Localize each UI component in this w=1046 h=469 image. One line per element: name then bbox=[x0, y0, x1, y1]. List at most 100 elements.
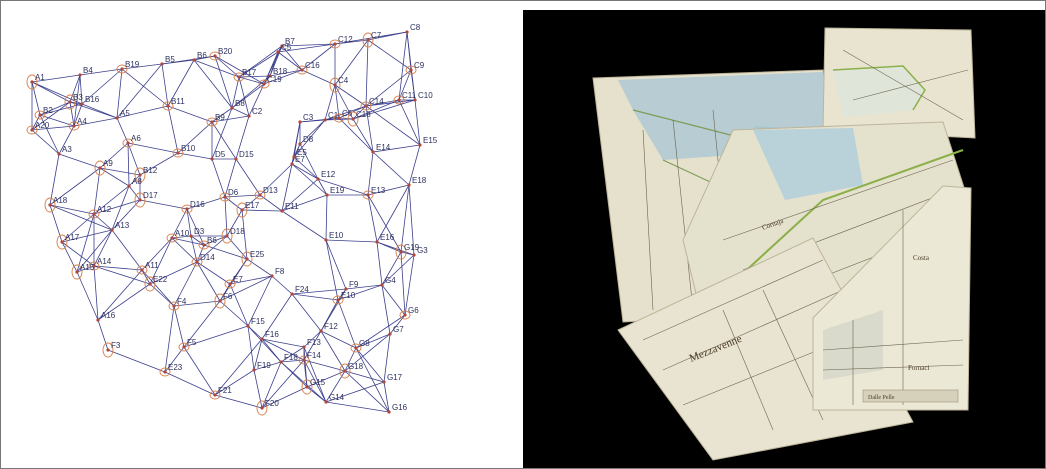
error-ellipse bbox=[362, 190, 374, 200]
network-edge bbox=[93, 265, 99, 321]
network-edge bbox=[398, 99, 421, 146]
point-label: G8 bbox=[359, 339, 370, 348]
point-label: B18 bbox=[273, 67, 288, 76]
point-marker bbox=[98, 166, 102, 170]
network-edge bbox=[398, 31, 408, 101]
control-point-a12: A12 bbox=[88, 205, 112, 219]
point-marker bbox=[280, 44, 284, 48]
point-label: A14 bbox=[97, 257, 112, 266]
network-edge bbox=[61, 241, 78, 273]
network-edge bbox=[253, 361, 282, 371]
point-marker bbox=[397, 98, 401, 102]
network-edge bbox=[261, 338, 305, 361]
point-marker bbox=[247, 114, 251, 118]
point-marker bbox=[48, 203, 52, 207]
network-edge bbox=[334, 84, 340, 119]
network-edge bbox=[116, 68, 123, 119]
control-point-b6: B6 bbox=[198, 236, 217, 250]
network-edge bbox=[127, 142, 141, 176]
point-label: B3 bbox=[73, 93, 83, 102]
point-label: B17 bbox=[242, 68, 257, 77]
network-edge bbox=[246, 258, 273, 277]
control-point-e19: E19 bbox=[325, 186, 345, 197]
point-label: A15 bbox=[80, 263, 95, 272]
point-label: B6 bbox=[197, 51, 207, 60]
network-edge bbox=[219, 275, 273, 302]
network-edge bbox=[248, 83, 265, 117]
network-edge bbox=[58, 125, 75, 155]
network-edge bbox=[398, 69, 412, 101]
point-label: B7 bbox=[285, 37, 295, 46]
network-edge bbox=[372, 144, 421, 153]
network-edge bbox=[31, 129, 60, 155]
control-point-g7: G7 bbox=[388, 325, 404, 336]
network-edge bbox=[269, 69, 303, 77]
network-edge bbox=[211, 158, 226, 198]
point-marker bbox=[176, 151, 180, 155]
point-marker bbox=[60, 240, 64, 244]
point-label: A12 bbox=[97, 205, 112, 214]
network-edge bbox=[381, 254, 415, 286]
network-edge bbox=[238, 76, 250, 117]
control-point-g19: G19 bbox=[395, 243, 420, 260]
control-point-e14: E14 bbox=[371, 143, 391, 154]
network-edge bbox=[79, 68, 123, 76]
network-edge bbox=[291, 163, 328, 196]
error-ellipse bbox=[241, 251, 253, 267]
control-point-e10: E10 bbox=[332, 291, 356, 305]
error-ellipse bbox=[181, 204, 193, 214]
point-marker bbox=[276, 50, 280, 54]
network-edge bbox=[127, 142, 130, 187]
network-edge bbox=[214, 338, 263, 396]
control-point-f20: F20 bbox=[256, 399, 279, 416]
point-label: A18 bbox=[53, 196, 68, 205]
network-edge bbox=[58, 153, 101, 169]
point-marker bbox=[80, 102, 84, 106]
network-edge bbox=[196, 261, 221, 302]
network-edge bbox=[235, 115, 250, 160]
network-edge bbox=[214, 55, 240, 78]
network-edge bbox=[31, 81, 41, 116]
control-point-f24: F24 bbox=[290, 285, 309, 296]
point-marker bbox=[324, 238, 328, 242]
network-edge bbox=[97, 319, 109, 351]
network-edge bbox=[214, 55, 265, 85]
point-marker bbox=[366, 38, 370, 42]
point-marker bbox=[166, 104, 170, 108]
control-point-c18: C18 bbox=[347, 110, 371, 127]
map-label-4: Fornaci bbox=[908, 364, 929, 372]
network-edge bbox=[263, 69, 303, 85]
network-edge bbox=[238, 51, 279, 78]
network-edge bbox=[247, 325, 255, 371]
error-ellipse bbox=[209, 390, 221, 400]
network-edges bbox=[31, 31, 421, 413]
point-label: B16 bbox=[85, 95, 100, 104]
point-label: F12 bbox=[324, 322, 338, 331]
control-point-d3: D3 bbox=[189, 227, 205, 238]
cadastral-map-mosaic: Mezzavenne Cornaja Costa Fornaci Dalle P… bbox=[592, 27, 976, 461]
network-edge bbox=[97, 283, 151, 321]
network-edge bbox=[355, 314, 406, 349]
control-point-a8: A8 bbox=[127, 177, 142, 188]
control-point-c9: C9 bbox=[405, 61, 425, 75]
network-edge bbox=[167, 59, 195, 107]
point-marker bbox=[290, 162, 294, 166]
point-marker bbox=[302, 358, 306, 362]
error-ellipse bbox=[405, 65, 417, 75]
point-marker bbox=[292, 155, 296, 159]
network-edge bbox=[141, 269, 151, 285]
network-edge bbox=[320, 330, 357, 349]
point-marker bbox=[319, 329, 323, 333]
point-marker bbox=[195, 260, 199, 264]
network-edge bbox=[376, 241, 415, 256]
point-marker bbox=[57, 152, 61, 156]
error-ellipse bbox=[136, 265, 148, 275]
point-label: E23 bbox=[168, 363, 183, 372]
control-point-b7: B7 bbox=[280, 37, 295, 48]
control-point-a20: A20 bbox=[26, 121, 50, 135]
point-marker bbox=[305, 385, 309, 389]
network-edge bbox=[355, 347, 385, 383]
network-edge bbox=[231, 107, 250, 117]
point-label: G7 bbox=[393, 325, 404, 334]
